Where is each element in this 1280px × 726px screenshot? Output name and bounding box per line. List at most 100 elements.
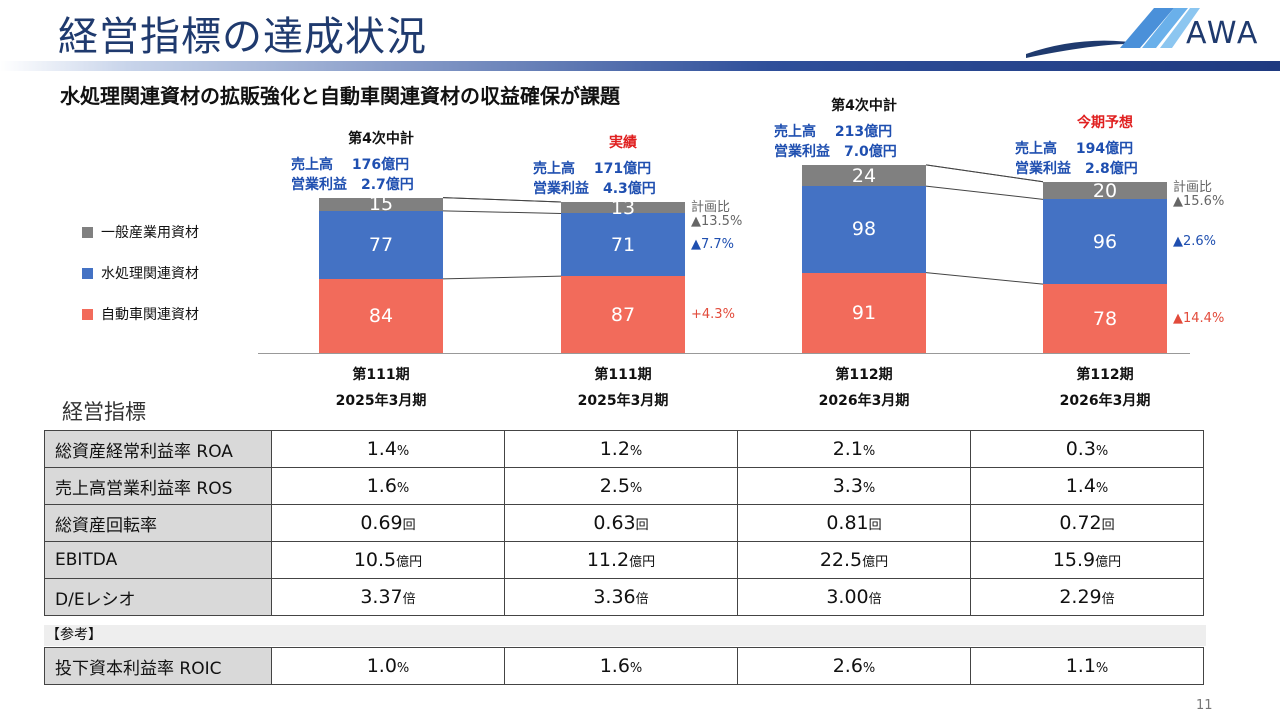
cell-unit: % (862, 481, 876, 496)
cell-value: 2.5 (599, 475, 630, 497)
data-label-water: 71 (610, 233, 636, 256)
page-title: 経営指標の達成状況 (58, 14, 427, 60)
row-label: 総資産回転率 (44, 504, 272, 542)
cell-unit: % (1095, 661, 1109, 676)
table-cell: 0.69回 (271, 504, 505, 542)
cell-unit: % (396, 481, 410, 496)
cell-value: 1.2 (599, 438, 630, 460)
bar-segment-general: 15 (319, 193, 443, 215)
delta-general: ▲15.6% (1173, 193, 1225, 209)
bar-header-4: 今期予想 売上高 194億円 営業利益 2.8億円 (1015, 112, 1195, 178)
connector-line (925, 185, 1044, 200)
table-row: D/Eレシオ 3.37倍 3.36倍 3.00倍 2.29倍 (44, 578, 1204, 616)
plan-label: 実績 (609, 135, 637, 151)
bar-segment-general: 20 (1043, 179, 1167, 202)
table-cell: 3.36倍 (504, 578, 738, 616)
cell-value: 1.4 (366, 438, 397, 460)
cell-unit: % (629, 481, 643, 496)
delta-water: ▲2.6% (1173, 233, 1217, 249)
sales-amount: 売上高 176億円 (291, 156, 410, 173)
table-cell: 10.5億円 (271, 541, 505, 579)
data-label-auto: 84 (368, 304, 394, 327)
cell-value: 3.3 (832, 475, 863, 497)
bar-segment-auto: 78 (1043, 284, 1167, 353)
delta-heading: 計画比 (1173, 179, 1213, 195)
cell-unit: % (1095, 444, 1109, 459)
cell-value: 22.5 (819, 549, 863, 571)
bar-header-2: 実績 売上高 171億円 営業利益 4.3億円 (533, 132, 713, 198)
table-cell: 2.5% (504, 467, 738, 505)
data-label-general: 15 (368, 193, 394, 216)
data-label-general: 20 (1092, 179, 1118, 202)
cell-unit: % (862, 661, 876, 676)
plan-label: 第4次中計 (348, 130, 414, 147)
cell-unit: 回 (868, 518, 882, 533)
legend-label-auto: 自動車関連資材 (101, 307, 199, 323)
bar-segment-water: 77 (319, 210, 443, 279)
table-cell: 1.0% (271, 647, 505, 685)
table-cell: 1.4% (271, 430, 505, 468)
plan-label: 今期予想 (1077, 114, 1133, 131)
bar-segment-general: 13 (561, 197, 685, 219)
data-label-general: 13 (610, 196, 636, 219)
bar-header-1: 第4次中計売上高 176億円 営業利益 2.7億円 (291, 128, 471, 194)
table-cell: 0.81回 (737, 504, 971, 542)
row-label: 総資産経常利益率 ROA (44, 430, 272, 468)
table-cell: 3.3% (737, 467, 971, 505)
period-label: 第111期 (594, 367, 652, 383)
cell-unit: % (629, 661, 643, 676)
data-label-water: 96 (1092, 230, 1118, 253)
table-cell: 1.1% (970, 647, 1204, 685)
connector-lines (442, 164, 1044, 285)
fiscal-year-label: 2025年3月期 (577, 393, 669, 409)
cell-value: 2.6 (832, 655, 863, 677)
cell-value: 1.4 (1065, 475, 1096, 497)
bar-segment-water: 71 (561, 213, 685, 277)
connector-line (442, 210, 562, 214)
data-label-auto: 87 (610, 303, 636, 326)
connector-line (442, 197, 562, 203)
data-label-water: 77 (368, 233, 394, 256)
logo-text: AWA (1186, 16, 1260, 51)
bar-segment-auto: 91 (802, 272, 926, 353)
operating-profit: 営業利益 2.7億円 (291, 176, 414, 193)
table-cell: 3.00倍 (737, 578, 971, 616)
cell-value: 3.00 (826, 586, 869, 608)
table-cell: 1.6% (271, 467, 505, 505)
cell-value: 10.5 (353, 549, 397, 571)
cell-unit: 億円 (862, 555, 889, 570)
cell-value: 3.36 (593, 586, 636, 608)
table-cell: 2.6% (737, 647, 971, 685)
cell-value: 0.63 (593, 512, 636, 534)
legend-swatch-general (82, 226, 93, 238)
row-label: 投下資本利益率 ROIC (44, 647, 272, 685)
legend-item-auto: 自動車関連資材 (82, 304, 199, 324)
bar-segment-water: 98 (802, 186, 926, 273)
fiscal-year-label: 2026年3月期 (1059, 393, 1151, 409)
plan-label: 第4次中計 (831, 97, 897, 114)
cell-unit: 回 (402, 518, 416, 533)
cell-unit: 回 (1101, 518, 1115, 533)
connector-line (925, 164, 1044, 183)
delta-general: ▲13.5% (691, 214, 743, 229)
legend-item-water: 水処理関連資材 (82, 263, 199, 283)
table-cell: 3.37倍 (271, 578, 505, 616)
page-number: 11 (1196, 698, 1213, 713)
x-axis-label-2: 第111期 2025年3月期 (533, 362, 713, 414)
header-band (0, 61, 1280, 71)
period-label: 第112期 (835, 367, 893, 383)
table-cell: 2.1% (737, 430, 971, 468)
legend-item-general: 一般産業用資材 (82, 222, 199, 242)
table-cell: 0.72回 (970, 504, 1204, 542)
table-cell: 22.5億円 (737, 541, 971, 579)
operating-profit: 営業利益 7.0億円 (774, 143, 897, 160)
data-label-general: 24 (851, 164, 877, 187)
fiscal-year-label: 2026年3月期 (818, 393, 910, 409)
connector-line (442, 275, 562, 280)
legend: 一般産業用資材 水処理関連資材 自動車関連資材 (82, 222, 199, 324)
awa-logo-icon (1026, 8, 1200, 58)
cell-value: 2.29 (1059, 586, 1102, 608)
cell-value: 1.6 (599, 655, 630, 677)
table-cell: 0.63回 (504, 504, 738, 542)
reference-label: 【参考】 (44, 625, 1206, 646)
